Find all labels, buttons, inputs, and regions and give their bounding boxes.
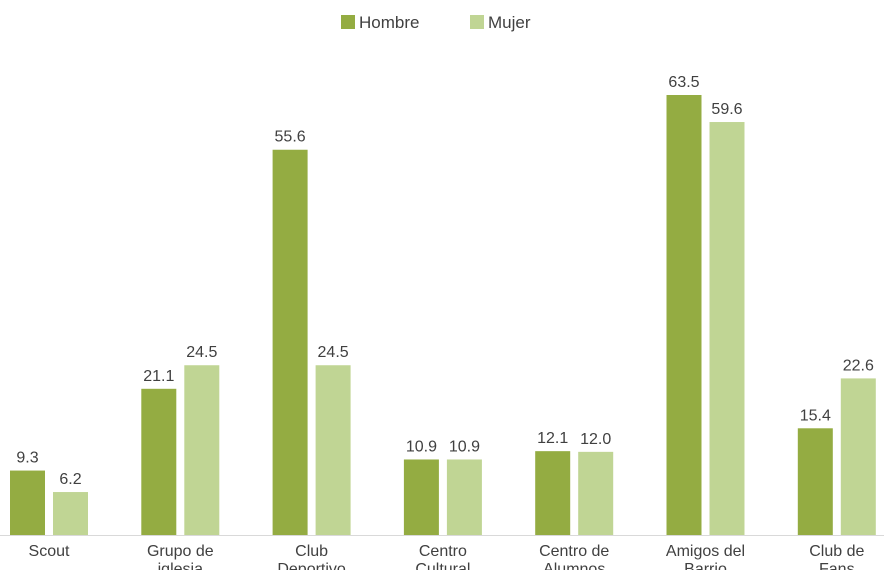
legend-swatch-hombre — [341, 15, 355, 29]
chart-legend: Hombre Mujer — [341, 13, 531, 32]
value-label-mujer-4: 12.0 — [580, 431, 611, 448]
bar-mujer-0 — [53, 492, 88, 535]
value-label-hombre-2: 55.6 — [275, 129, 306, 146]
category-label-6: Club de Fans — [809, 543, 864, 570]
category-label-0: Scout — [29, 543, 70, 560]
value-label-mujer-2: 24.5 — [318, 344, 349, 361]
legend-swatch-mujer — [470, 15, 484, 29]
value-label-hombre-1: 21.1 — [143, 368, 174, 385]
bar-hombre-0 — [10, 470, 45, 535]
chart-bars — [10, 95, 876, 535]
value-label-mujer-6: 22.6 — [843, 357, 874, 374]
bar-hombre-1 — [141, 388, 177, 535]
legend-label-mujer: Mujer — [488, 13, 531, 32]
legend-label-hombre: Hombre — [359, 13, 419, 32]
bar-hombre-4 — [535, 451, 571, 535]
value-label-hombre-5: 63.5 — [668, 74, 699, 91]
value-labels: 9.3 6.2 21.1 24.5 55.6 24.5 10.9 10.9 12.1 12.0 63… — [16, 74, 874, 488]
category-label-1: Grupo de iglesia — [147, 543, 214, 570]
value-label-hombre-3: 10.9 — [406, 438, 437, 455]
bar-mujer-1 — [184, 365, 220, 535]
value-label-mujer-5: 59.6 — [711, 101, 742, 118]
bar-mujer-4 — [578, 451, 614, 535]
category-label-2: Club Deportivo — [277, 543, 346, 570]
category-label-4: Centro de Alumnos — [539, 543, 609, 570]
bar-hombre-3 — [403, 459, 439, 535]
bar-mujer-2 — [315, 365, 351, 535]
bar-mujer-5 — [709, 122, 745, 535]
bar-hombre-5 — [666, 95, 702, 535]
value-label-mujer-1: 24.5 — [186, 344, 217, 361]
category-label-3: Centro Cultural — [415, 543, 470, 570]
bar-mujer-3 — [446, 459, 482, 535]
value-label-mujer-0: 6.2 — [59, 471, 81, 488]
value-label-hombre-6: 15.4 — [800, 407, 831, 424]
category-labels: Scout Grupo de iglesia Club Deportivo Centro C… — [29, 543, 865, 570]
value-label-mujer-3: 10.9 — [449, 438, 480, 455]
value-label-hombre-0: 9.3 — [16, 450, 38, 467]
bar-hombre-2 — [272, 149, 308, 535]
bar-mujer-6 — [840, 378, 876, 535]
category-label-5: Amigos del Barrio — [666, 543, 745, 570]
value-label-hombre-4: 12.1 — [537, 430, 568, 447]
bar-hombre-6 — [797, 428, 833, 535]
